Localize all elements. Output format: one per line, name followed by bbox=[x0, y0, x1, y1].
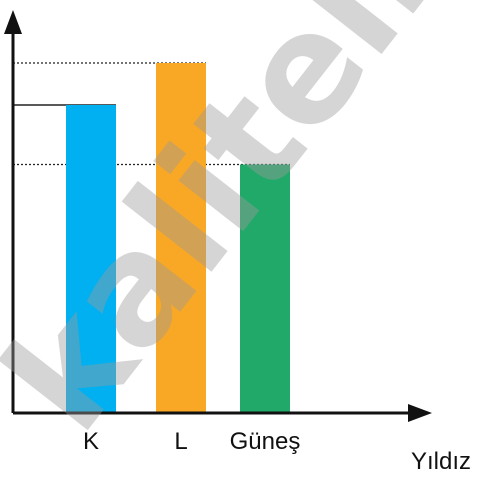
x-axis-label: Yıldız bbox=[411, 448, 471, 475]
watermark: kaliteli bbox=[0, 0, 466, 462]
category-label: L bbox=[174, 428, 187, 455]
category-label: Güneş bbox=[230, 428, 301, 455]
x-axis-arrow-icon bbox=[408, 404, 432, 422]
y-axis-arrow-icon bbox=[4, 10, 22, 34]
watermark-text: kaliteli bbox=[0, 0, 466, 462]
